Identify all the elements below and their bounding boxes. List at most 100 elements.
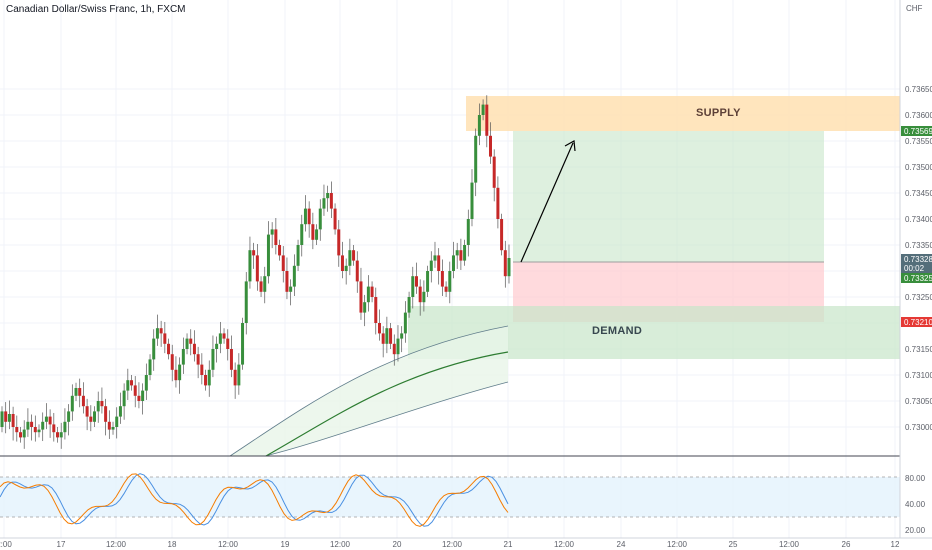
time-axis[interactable]: 2:00 17 12:00 18 12:00 19 12:00 20 12:00 21 12:00 2… bbox=[0, 540, 900, 549]
candle-down[interactable] bbox=[281, 255, 285, 271]
candle-up[interactable] bbox=[207, 369, 211, 386]
candle-down[interactable] bbox=[200, 364, 204, 375]
candle-up[interactable] bbox=[148, 359, 152, 375]
candle-up[interactable] bbox=[326, 193, 330, 199]
candle-up[interactable] bbox=[422, 291, 426, 303]
candle-down[interactable] bbox=[52, 424, 56, 433]
candle-down[interactable] bbox=[137, 395, 141, 401]
candle-down[interactable] bbox=[307, 208, 311, 225]
candle-up[interactable] bbox=[237, 364, 241, 386]
candle-up[interactable] bbox=[385, 328, 389, 344]
candle-up[interactable] bbox=[366, 286, 370, 303]
candle-up[interactable] bbox=[348, 250, 352, 266]
candle-down[interactable] bbox=[440, 271, 444, 287]
candle-down[interactable] bbox=[4, 411, 8, 422]
candle-down[interactable] bbox=[56, 432, 60, 438]
candle-down[interactable] bbox=[459, 250, 463, 261]
candle-up[interactable] bbox=[396, 338, 400, 355]
candle-down[interactable] bbox=[100, 401, 104, 407]
candle-down[interactable] bbox=[222, 333, 226, 339]
candle-down[interactable] bbox=[81, 395, 85, 407]
candle-down[interactable] bbox=[492, 156, 496, 188]
candle-down[interactable] bbox=[355, 260, 359, 282]
candle-down[interactable] bbox=[414, 276, 418, 287]
candle-up[interactable] bbox=[141, 390, 145, 401]
candle-down[interactable] bbox=[352, 250, 356, 261]
candle-down[interactable] bbox=[163, 333, 167, 344]
candle-down[interactable] bbox=[107, 421, 111, 430]
candle-up[interactable] bbox=[215, 343, 219, 349]
candle-up[interactable] bbox=[403, 312, 407, 334]
candle-down[interactable] bbox=[259, 281, 263, 292]
price-axis[interactable]: 0.73650 0.73600 0.73550 0.73500 0.73450 0.734… bbox=[901, 85, 932, 432]
candle-up[interactable] bbox=[429, 260, 433, 271]
candle-down[interactable] bbox=[389, 328, 393, 344]
candle-up[interactable] bbox=[59, 432, 63, 438]
candle-down[interactable] bbox=[233, 369, 237, 386]
oscillator-axis[interactable]: 80.00 40.00 20.00 bbox=[905, 474, 926, 535]
candle-up[interactable] bbox=[63, 421, 67, 433]
candle-down[interactable] bbox=[89, 416, 93, 422]
candle-up[interactable] bbox=[477, 115, 481, 136]
candle-down[interactable] bbox=[311, 224, 315, 240]
candle-up[interactable] bbox=[218, 333, 222, 344]
candle-down[interactable] bbox=[78, 388, 82, 396]
candle-up[interactable] bbox=[181, 349, 185, 365]
candle-up[interactable] bbox=[363, 302, 367, 313]
candle-down[interactable] bbox=[189, 338, 193, 344]
candle-down[interactable] bbox=[392, 343, 396, 355]
candle-down[interactable] bbox=[30, 421, 34, 427]
candle-down[interactable] bbox=[377, 323, 381, 334]
candle-down[interactable] bbox=[11, 414, 15, 427]
candle-up[interactable] bbox=[433, 255, 437, 261]
candle-up[interactable] bbox=[185, 338, 189, 349]
candle-up[interactable] bbox=[300, 224, 304, 245]
candle-up[interactable] bbox=[44, 416, 48, 422]
candle-up[interactable] bbox=[400, 333, 404, 339]
candle-up[interactable] bbox=[115, 416, 119, 427]
candle-up[interactable] bbox=[126, 380, 130, 391]
candle-down[interactable] bbox=[496, 187, 500, 219]
candle-down[interactable] bbox=[370, 286, 374, 297]
candle-down[interactable] bbox=[340, 255, 344, 271]
candle-up[interactable] bbox=[74, 388, 78, 396]
candle-up[interactable] bbox=[22, 429, 26, 438]
candle-up[interactable] bbox=[448, 271, 452, 292]
candle-up[interactable] bbox=[289, 286, 293, 292]
candle-up[interactable] bbox=[470, 182, 474, 219]
candle-up[interactable] bbox=[7, 414, 11, 422]
candle-down[interactable] bbox=[359, 281, 363, 313]
candle-down[interactable] bbox=[485, 104, 489, 136]
candle-down[interactable] bbox=[130, 380, 134, 386]
candle-up[interactable] bbox=[292, 265, 296, 287]
supply-zone[interactable] bbox=[466, 96, 900, 131]
candle-down[interactable] bbox=[133, 385, 137, 396]
candle-up[interactable] bbox=[318, 208, 322, 230]
candle-down[interactable] bbox=[274, 229, 278, 245]
candle-down[interactable] bbox=[285, 271, 289, 292]
candle-up[interactable] bbox=[507, 258, 511, 277]
candle-up[interactable] bbox=[244, 281, 248, 323]
candle-up[interactable] bbox=[407, 297, 411, 313]
candle-down[interactable] bbox=[278, 245, 282, 256]
candle-down[interactable] bbox=[488, 135, 492, 157]
candle-up[interactable] bbox=[67, 411, 71, 422]
candle-up[interactable] bbox=[211, 349, 215, 370]
candle-up[interactable] bbox=[451, 255, 455, 271]
candle-up[interactable] bbox=[411, 276, 415, 297]
candle-down[interactable] bbox=[19, 432, 23, 438]
candle-down[interactable] bbox=[85, 406, 89, 417]
candle-down[interactable] bbox=[192, 343, 196, 355]
candle-down[interactable] bbox=[226, 338, 230, 349]
candle-up[interactable] bbox=[96, 401, 100, 412]
candle-down[interactable] bbox=[15, 427, 19, 433]
candle-down[interactable] bbox=[418, 286, 422, 303]
candle-up[interactable] bbox=[463, 245, 467, 261]
candle-down[interactable] bbox=[33, 427, 37, 433]
candle-up[interactable] bbox=[0, 411, 4, 427]
candle-down[interactable] bbox=[444, 286, 448, 292]
candle-up[interactable] bbox=[315, 229, 319, 240]
projection-arrow[interactable] bbox=[520, 142, 574, 263]
candle-up[interactable] bbox=[41, 421, 45, 430]
candle-down[interactable] bbox=[500, 219, 504, 251]
